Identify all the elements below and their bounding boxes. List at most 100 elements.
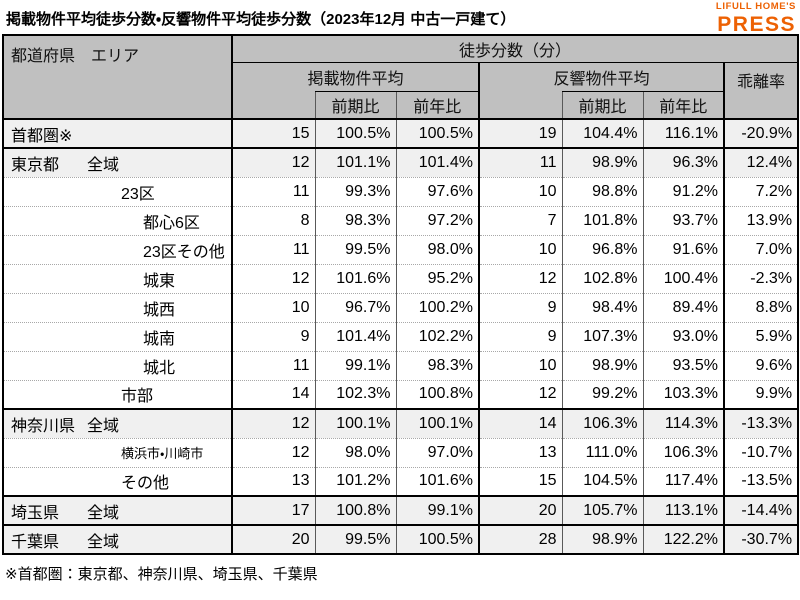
cell-response-avg: 9 (478, 321, 562, 351)
cell-listed-avg: 14 (232, 379, 315, 409)
col-header-listed-value (232, 91, 315, 119)
row-label: 城北 (3, 350, 233, 380)
logo-lifull-homes-text: LIFULL HOME'S (715, 1, 796, 12)
row-label: その他 (3, 466, 233, 496)
table-row: その他 13 101.2% 101.6% 15 104.5% 117.4% -13.5% (3, 466, 799, 496)
header-bar: 掲載物件平均徒歩分数・反響物件平均徒歩分数（2023年12月 中古一戸建て） L… (0, 0, 800, 35)
cell-response-prev-year: 103.3% (642, 379, 724, 409)
area-label: 23区 (121, 185, 155, 203)
col-header-listed-prev-period: 前期比 (314, 90, 396, 119)
cell-response-prev-period: 98.8% (561, 176, 643, 206)
col-header-divergence-rate: 乖離率 (722, 62, 799, 119)
cell-listed-prev-year: 98.3% (395, 350, 479, 380)
cell-response-avg: 11 (478, 147, 562, 177)
cell-listed-avg: 12 (232, 147, 315, 177)
cell-response-prev-period: 98.9% (561, 524, 643, 554)
cell-listed-prev-period: 99.5% (314, 234, 396, 264)
cell-listed-avg: 11 (232, 234, 315, 264)
header-row-1: 都道府県 エリア 徒歩分数（分） (3, 35, 799, 119)
row-label: 首都圏※ (3, 118, 233, 148)
cell-response-avg: 28 (478, 524, 562, 554)
cell-listed-avg: 15 (232, 118, 315, 148)
col-header-response-value (478, 91, 562, 119)
cell-listed-avg: 12 (232, 437, 315, 467)
cell-divergence-rate: 13.9% (722, 205, 799, 235)
cell-listed-prev-year: 101.4% (395, 147, 479, 177)
cell-listed-prev-period: 101.6% (314, 263, 396, 293)
table-row: 城東 12 101.6% 95.2% 12 102.8% 100.4% -2.3% (3, 263, 799, 293)
cell-listed-prev-year: 101.6% (395, 466, 479, 496)
cell-response-prev-period: 111.0% (561, 437, 643, 467)
cell-divergence-rate: -13.5% (722, 466, 799, 496)
cell-listed-avg: 11 (232, 176, 315, 206)
lifull-homes-press-logo: LIFULL HOME'S PRESS (716, 2, 796, 35)
cell-response-avg: 12 (478, 263, 562, 293)
cell-divergence-rate: -10.7% (722, 437, 799, 467)
cell-listed-prev-year: 102.2% (395, 321, 479, 351)
cell-response-prev-year: 91.2% (642, 176, 724, 206)
table-row: 城北 11 99.1% 98.3% 10 98.9% 93.5% 9.6% (3, 350, 799, 380)
cell-divergence-rate: -20.9% (722, 118, 799, 148)
cell-response-prev-period: 102.8% (561, 263, 643, 293)
row-label: 城西 (3, 292, 233, 322)
row-label: 城東 (3, 263, 233, 293)
col-header-response-prev-period: 前期比 (561, 90, 643, 119)
prefecture-label: 千葉県 (11, 533, 60, 551)
cell-divergence-rate: -30.7% (722, 524, 799, 554)
cell-listed-prev-year: 100.8% (395, 379, 479, 409)
cell-response-prev-year: 122.2% (642, 524, 724, 554)
table-header: 都道府県 エリア 徒歩分数（分） 掲載物件平均 反響物件平均 乖離率 前期比 前… (3, 35, 799, 119)
cell-divergence-rate: -2.3% (722, 263, 799, 293)
cell-response-prev-period: 98.9% (561, 147, 643, 177)
table-row: 都心6区 8 98.3% 97.2% 7 101.8% 93.7% 13.9% (3, 205, 799, 235)
table-row: 東京都 全域 12 101.1% 101.4% 11 98.9% 96.3% 12.4% (3, 147, 799, 177)
cell-response-avg: 13 (478, 437, 562, 467)
cell-listed-prev-period: 101.1% (314, 147, 396, 177)
cell-response-prev-period: 101.8% (561, 205, 643, 235)
area-label: 城南 (143, 330, 176, 348)
walk-minutes-table: 都道府県 エリア 徒歩分数（分） 掲載物件平均 反響物件平均 乖離率 前期比 前… (2, 34, 800, 555)
cell-response-prev-period: 107.3% (561, 321, 643, 351)
cell-listed-prev-period: 100.1% (314, 408, 396, 438)
col-header-response-average: 反響物件平均 (478, 62, 724, 91)
cell-response-prev-period: 99.2% (561, 379, 643, 409)
area-label: 城東 (143, 272, 176, 290)
cell-listed-prev-year: 100.5% (395, 118, 479, 148)
table-row: 市部 14 102.3% 100.8% 12 99.2% 103.3% 9.9% (3, 379, 799, 409)
cell-divergence-rate: 12.4% (722, 147, 799, 177)
area-label: 23区その他 (143, 243, 225, 261)
cell-response-avg: 9 (478, 292, 562, 322)
cell-divergence-rate: -14.4% (722, 495, 799, 525)
cell-response-prev-year: 96.3% (642, 147, 724, 177)
cell-response-avg: 7 (478, 205, 562, 235)
cell-response-prev-year: 93.5% (642, 350, 724, 380)
row-label: 神奈川県 全域 (3, 408, 233, 438)
table-row: 23区その他 11 99.5% 98.0% 10 96.8% 91.6% 7.0% (3, 234, 799, 264)
cell-listed-prev-year: 95.2% (395, 263, 479, 293)
cell-response-prev-period: 98.9% (561, 350, 643, 380)
cell-divergence-rate: -13.3% (722, 408, 799, 438)
cell-divergence-rate: 7.2% (722, 176, 799, 206)
cell-divergence-rate: 5.9% (722, 321, 799, 351)
table-row: 神奈川県 全域 12 100.1% 100.1% 14 106.3% 114.3% -13.3% (3, 408, 799, 438)
row-label: 埼玉県 全域 (3, 495, 233, 525)
cell-response-prev-year: 89.4% (642, 292, 724, 322)
cell-divergence-rate: 8.8% (722, 292, 799, 322)
prefecture-label: 首都圏※ (11, 127, 73, 145)
cell-listed-avg: 17 (232, 495, 315, 525)
cell-response-avg: 20 (478, 495, 562, 525)
table-row: 23区 11 99.3% 97.6% 10 98.8% 91.2% 7.2% (3, 176, 799, 206)
area-label: 市部 (121, 388, 154, 406)
cell-response-prev-period: 104.5% (561, 466, 643, 496)
cell-response-prev-period: 96.8% (561, 234, 643, 264)
col-header-response-prev-year: 前年比 (642, 90, 724, 119)
cell-response-prev-year: 113.1% (642, 495, 724, 525)
area-label: その他 (121, 475, 170, 493)
row-label: 東京都 全域 (3, 147, 233, 177)
cell-listed-prev-year: 97.6% (395, 176, 479, 206)
cell-response-prev-year: 114.3% (642, 408, 724, 438)
col-header-listed-average: 掲載物件平均 (232, 62, 479, 91)
table-row: 城西 10 96.7% 100.2% 9 98.4% 89.4% 8.8% (3, 292, 799, 322)
table-row: 横浜市・川崎市 12 98.0% 97.0% 13 111.0% 106.3% -10.7% (3, 437, 799, 467)
cell-listed-prev-year: 100.5% (395, 524, 479, 554)
